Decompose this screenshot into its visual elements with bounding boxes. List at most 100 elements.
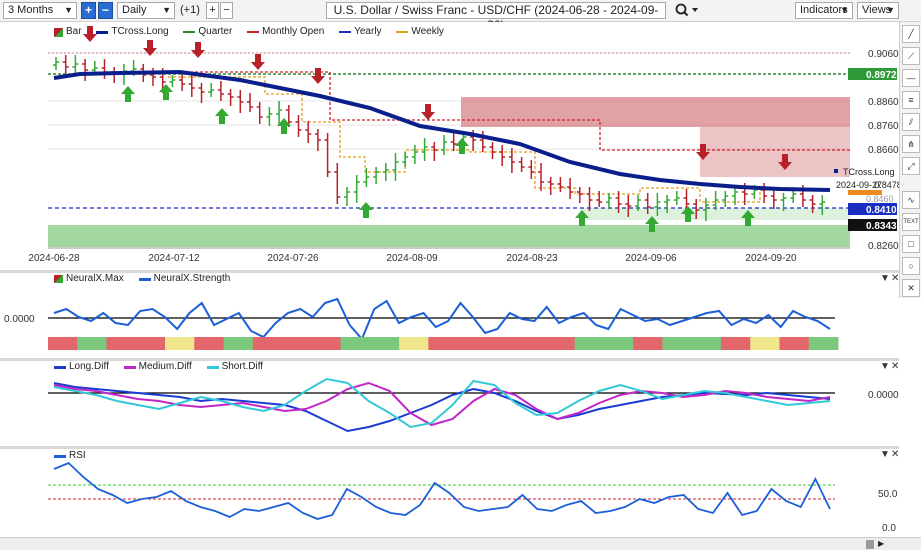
- scroll-right-icon[interactable]: ▶: [878, 539, 885, 548]
- heat-cell: [194, 337, 225, 350]
- collapse-icon[interactable]: ▼: [880, 273, 890, 284]
- sell-arrow-icon: [696, 144, 710, 160]
- indicators-button[interactable]: Indicators ▼: [795, 2, 853, 19]
- line-swatch-icon: [54, 365, 66, 369]
- range-select[interactable]: 3 Months ▼: [3, 2, 77, 19]
- price-tick: 0.8260: [868, 241, 899, 252]
- legend-yearly[interactable]: Yearly: [339, 26, 382, 39]
- offset-minus-button[interactable]: −: [220, 2, 233, 19]
- heat-cell: [662, 337, 693, 350]
- hline-icon[interactable]: —: [902, 69, 920, 87]
- symbol-title[interactable]: U.S. Dollar / Swiss Franc - USD/CHF (202…: [326, 2, 666, 32]
- panel-divider[interactable]: [0, 270, 899, 273]
- search-button[interactable]: [672, 2, 700, 19]
- close-icon[interactable]: ✕: [902, 279, 920, 297]
- price-tag-last: [848, 219, 897, 231]
- heat-cell: [633, 337, 663, 350]
- scrollbar[interactable]: ▶: [0, 537, 921, 550]
- chevron-down-icon: ▼: [162, 5, 171, 15]
- neuralx-strength-line: [53, 297, 831, 341]
- trendline-icon[interactable]: ⟋: [902, 47, 920, 65]
- legend-neural-max[interactable]: NeuralX.Max: [54, 273, 124, 286]
- legend-long-diff[interactable]: Long.Diff: [54, 361, 109, 374]
- price-chart[interactable]: 0.9060 0.8860 0.8760 0.8660 0.8260 0.897…: [0, 22, 899, 270]
- supply-zone-lower: [700, 127, 850, 177]
- line-swatch-icon: [54, 454, 66, 458]
- heat-cell: [252, 337, 283, 350]
- legend-tcross[interactable]: TCross.Long: [96, 26, 169, 39]
- heat-cell: [808, 337, 839, 350]
- neuralx-max-heatmap: [48, 337, 839, 350]
- pitchfork-icon[interactable]: ⋔: [902, 135, 920, 153]
- date-tick: 2024-07-12: [148, 253, 200, 264]
- legend-medium-diff[interactable]: Medium.Diff: [123, 361, 192, 374]
- zoom-in-button[interactable]: +: [81, 2, 96, 19]
- sell-arrow-icon: [421, 104, 435, 120]
- main-legend: Bar TCross.Long Quarter Monthly Open Yea…: [54, 26, 456, 39]
- line-swatch-icon: [183, 31, 196, 33]
- panel-divider[interactable]: [0, 446, 899, 449]
- price-tag-weekly: [848, 190, 882, 195]
- rsi-legend: RSI: [54, 450, 98, 463]
- heat-cell: [340, 337, 371, 350]
- neuralx-panel[interactable]: 0.0000 ▼ ✕: [0, 273, 899, 358]
- legend-rsi[interactable]: RSI: [54, 450, 86, 463]
- zoom-out-button[interactable]: −: [98, 2, 113, 19]
- diff-panel[interactable]: 0.0000 ▼ ✕: [0, 361, 921, 446]
- legend-monthly[interactable]: Monthly Open: [247, 26, 324, 39]
- scroll-thumb[interactable]: [866, 540, 874, 549]
- rsi-panel[interactable]: 50.0 0.0 ▼ ✕: [0, 449, 921, 537]
- tooltip-date: 2024-09-27: [836, 180, 882, 190]
- buy-arrow-icon: [159, 84, 173, 100]
- legend-quarter[interactable]: Quarter: [183, 26, 232, 39]
- heat-cell: [369, 337, 400, 350]
- text-tool-icon[interactable]: TEXT: [902, 213, 920, 231]
- sell-arrow-icon: [778, 154, 792, 170]
- rsi-axis-0: 0.0: [882, 523, 896, 534]
- heat-cell: [720, 337, 751, 350]
- collapse-icon[interactable]: ▼: [880, 361, 890, 372]
- channel-icon[interactable]: ⫽: [902, 113, 920, 131]
- interval-select[interactable]: Daily ▼: [117, 2, 175, 19]
- heat-cell: [574, 337, 605, 350]
- line-tool-icon[interactable]: ╱: [902, 25, 920, 43]
- legend-label: NeuralX.Max: [66, 273, 124, 284]
- collapse-icon[interactable]: ▼: [880, 449, 890, 460]
- sell-arrow-icon: [143, 40, 157, 56]
- offset-plus-button[interactable]: +: [206, 2, 219, 19]
- date-axis: 2024-06-28 2024-07-12 2024-07-26 2024-08…: [28, 247, 850, 264]
- tcross-tooltip: TCross.Long 2024-09-27 0.8478: [834, 167, 899, 190]
- buy-arrow-icon: [121, 86, 135, 102]
- buy-arrow-icon: [455, 138, 469, 154]
- legend-bar[interactable]: Bar: [54, 26, 82, 39]
- date-tick: 2024-09-06: [625, 253, 677, 264]
- views-button[interactable]: Views ▼: [857, 2, 899, 19]
- price-tick: 0.8860: [868, 97, 899, 108]
- legend-short-diff[interactable]: Short.Diff: [206, 361, 263, 374]
- close-icon[interactable]: ✕: [891, 361, 899, 372]
- close-icon[interactable]: ✕: [891, 449, 899, 460]
- heat-swatch-icon: [54, 275, 63, 283]
- drawing-toolbar: ╱ ⟋ — ≡ ⫽ ⋔ ⤢ ∿ TEXT □ ○ ✕: [899, 22, 921, 298]
- panel-divider[interactable]: [0, 358, 899, 361]
- fib-icon[interactable]: ≡: [902, 91, 920, 109]
- top-toolbar: 3 Months ▼ + − Daily ▼ (+1) + − U.S. Dol…: [0, 0, 921, 32]
- ellipse-tool-icon[interactable]: ○: [902, 257, 920, 275]
- heat-cell: [223, 337, 254, 350]
- extend-icon[interactable]: ⤢: [902, 157, 920, 175]
- monthly-open-step: [150, 71, 850, 151]
- tooltip-name: TCross.Long: [843, 167, 895, 177]
- heat-cell: [691, 337, 722, 350]
- rect-tool-icon[interactable]: □: [902, 235, 920, 253]
- tcross-long-line: [53, 69, 831, 192]
- heat-cell: [428, 337, 459, 350]
- price-tick: 0.9060: [868, 49, 899, 60]
- chevron-down-icon: ▼: [886, 5, 895, 15]
- legend-label: Yearly: [354, 26, 382, 37]
- path-icon[interactable]: ∿: [902, 191, 920, 209]
- neural-axis-label: 0.0000: [4, 314, 35, 325]
- legend-neural-strength[interactable]: NeuralX.Strength: [138, 273, 230, 286]
- legend-weekly[interactable]: Weekly: [396, 26, 444, 39]
- close-icon[interactable]: ✕: [891, 273, 899, 284]
